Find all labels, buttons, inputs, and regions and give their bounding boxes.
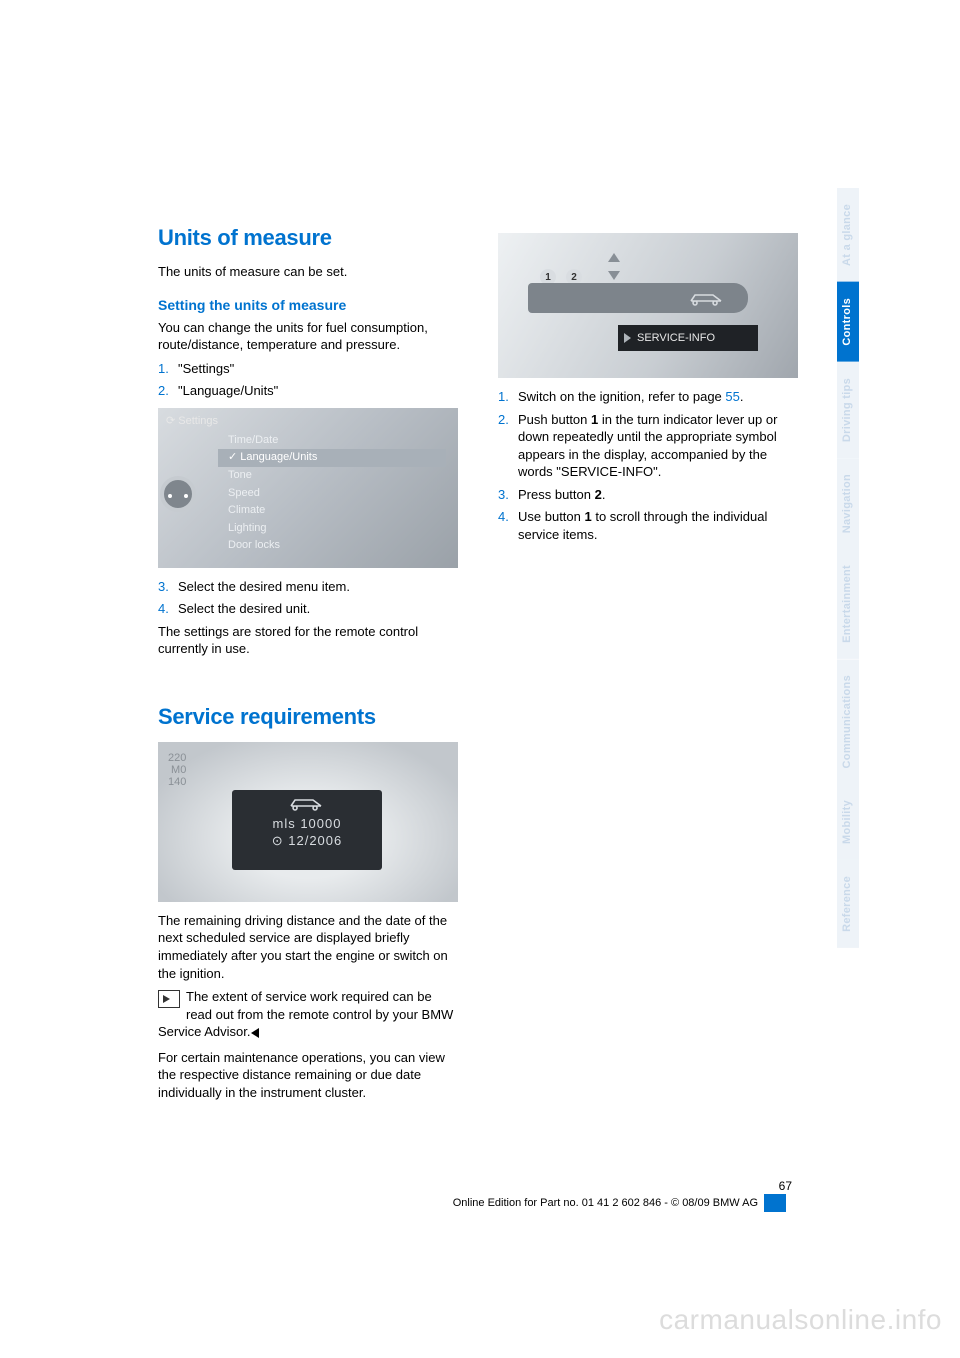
step-item: 4.Use button 1 to scroll through the ind… [498,508,798,543]
play-arrow-icon [624,333,631,343]
figure-instrument-cluster: 220 M0140 mls 10000 ⊙ 12/2006 [158,742,458,902]
step-item: 4.Select the desired unit. [158,600,458,618]
step-number: 4. [498,508,518,543]
gauge-line-1: mls 10000 [238,816,376,831]
subheading-setting-units: Setting the units of measure [158,297,458,313]
step-number: 3. [498,486,518,504]
step-text: "Settings" [178,360,458,378]
lever-body [528,283,748,313]
service-desc-2: For certain maintenance operations, you … [158,1049,458,1102]
figure-turn-indicator-lever: 1 2 SERVICE-INFO [498,233,798,378]
step-number: 3. [158,578,178,596]
display-text: SERVICE-INFO [637,332,715,344]
step-number: 1. [498,388,518,406]
menu-row: ✓ Language/Units [218,449,446,467]
figure-settings-menu: ⟳ Settings Time/Date✓ Language/UnitsTone… [158,408,458,568]
step-number: 1. [158,360,178,378]
gauge-scale-labels: 220 M0140 [168,752,186,788]
step-item: 1."Settings" [158,360,458,378]
step-item: 1.Switch on the ignition, refer to page … [498,388,798,406]
step-number: 2. [498,411,518,481]
car-icon [684,289,730,307]
tab-at-a-glance[interactable]: At a glance [837,188,859,282]
menu-row: Door locks [218,537,446,555]
step-number: 2. [158,382,178,400]
step-text: Use button 1 to scroll through the indiv… [518,508,798,543]
menu-row: Climate [218,502,446,520]
heading-units-of-measure: Units of measure [158,225,458,251]
heading-service-requirements: Service requirements [158,704,458,730]
service-note: The extent of service work required can … [158,988,458,1041]
tab-communications[interactable]: Communications [837,659,859,784]
end-triangle-icon [251,1028,259,1038]
tab-mobility[interactable]: Mobility [837,784,859,860]
intro-text: The units of measure can be set. [158,263,458,281]
figure-header: ⟳ Settings [166,414,218,427]
lever-display: SERVICE-INFO [618,325,758,351]
tab-navigation[interactable]: Navigation [837,458,859,549]
note-text: The extent of service work required can … [158,989,453,1039]
section-tabs: At a glanceControlsDriving tipsNavigatio… [837,188,859,948]
watermark: carmanualsonline.info [659,1304,942,1336]
menu-row: Lighting [218,520,446,538]
steps-list-b: 3.Select the desired menu item.4.Select … [158,578,458,618]
step-text: Switch on the ignition, refer to page 55… [518,388,798,406]
setting-units-desc: You can change the units for fuel consum… [158,319,458,354]
step-item: 3.Press button 2. [498,486,798,504]
right-column: 1 2 SERVICE-INFO 1.Switch on the ignitio… [498,225,798,1107]
step-text: Select the desired unit. [178,600,458,618]
steps-list-right: 1.Switch on the ignition, refer to page … [498,388,798,543]
step-text: "Language/Units" [178,382,458,400]
up-down-arrows-icon [608,251,620,282]
note-icon [158,990,180,1008]
figure-menu-list: Time/Date✓ Language/UnitsToneSpeedClimat… [218,432,446,555]
page-number: 67 [779,1179,792,1193]
menu-row: Speed [218,485,446,503]
step-text: Push button 1 in the turn indicator leve… [518,411,798,481]
step-item: 3.Select the desired menu item. [158,578,458,596]
menu-row: Time/Date [218,432,446,450]
tab-driving-tips[interactable]: Driving tips [837,362,859,458]
step-text: Press button 2. [518,486,798,504]
step-number: 4. [158,600,178,618]
left-column: Units of measure The units of measure ca… [158,225,458,1107]
tab-entertainment[interactable]: Entertainment [837,549,859,659]
car-icon [287,794,327,812]
controller-knob-icon [160,476,196,512]
content-area: Units of measure The units of measure ca… [158,225,798,1107]
step-item: 2."Language/Units" [158,382,458,400]
menu-row: Tone [218,467,446,485]
steps-list-a: 1."Settings"2."Language/Units" [158,360,458,400]
settings-stored-text: The settings are stored for the remote c… [158,623,458,658]
step-item: 2.Push button 1 in the turn indicator le… [498,411,798,481]
tab-controls[interactable]: Controls [837,282,859,362]
footer-bar: Online Edition for Part no. 01 41 2 602 … [232,1194,786,1212]
footer-text: Online Edition for Part no. 01 41 2 602 … [232,1194,764,1212]
gauge-display: mls 10000 ⊙ 12/2006 [232,790,382,870]
gauge-line-2: ⊙ 12/2006 [238,833,376,849]
step-text: Select the desired menu item. [178,578,458,596]
manual-page: Units of measure The units of measure ca… [0,0,960,1358]
footer-accent [764,1194,786,1212]
service-desc-1: The remaining driving distance and the d… [158,912,458,982]
tab-reference[interactable]: Reference [837,860,859,948]
